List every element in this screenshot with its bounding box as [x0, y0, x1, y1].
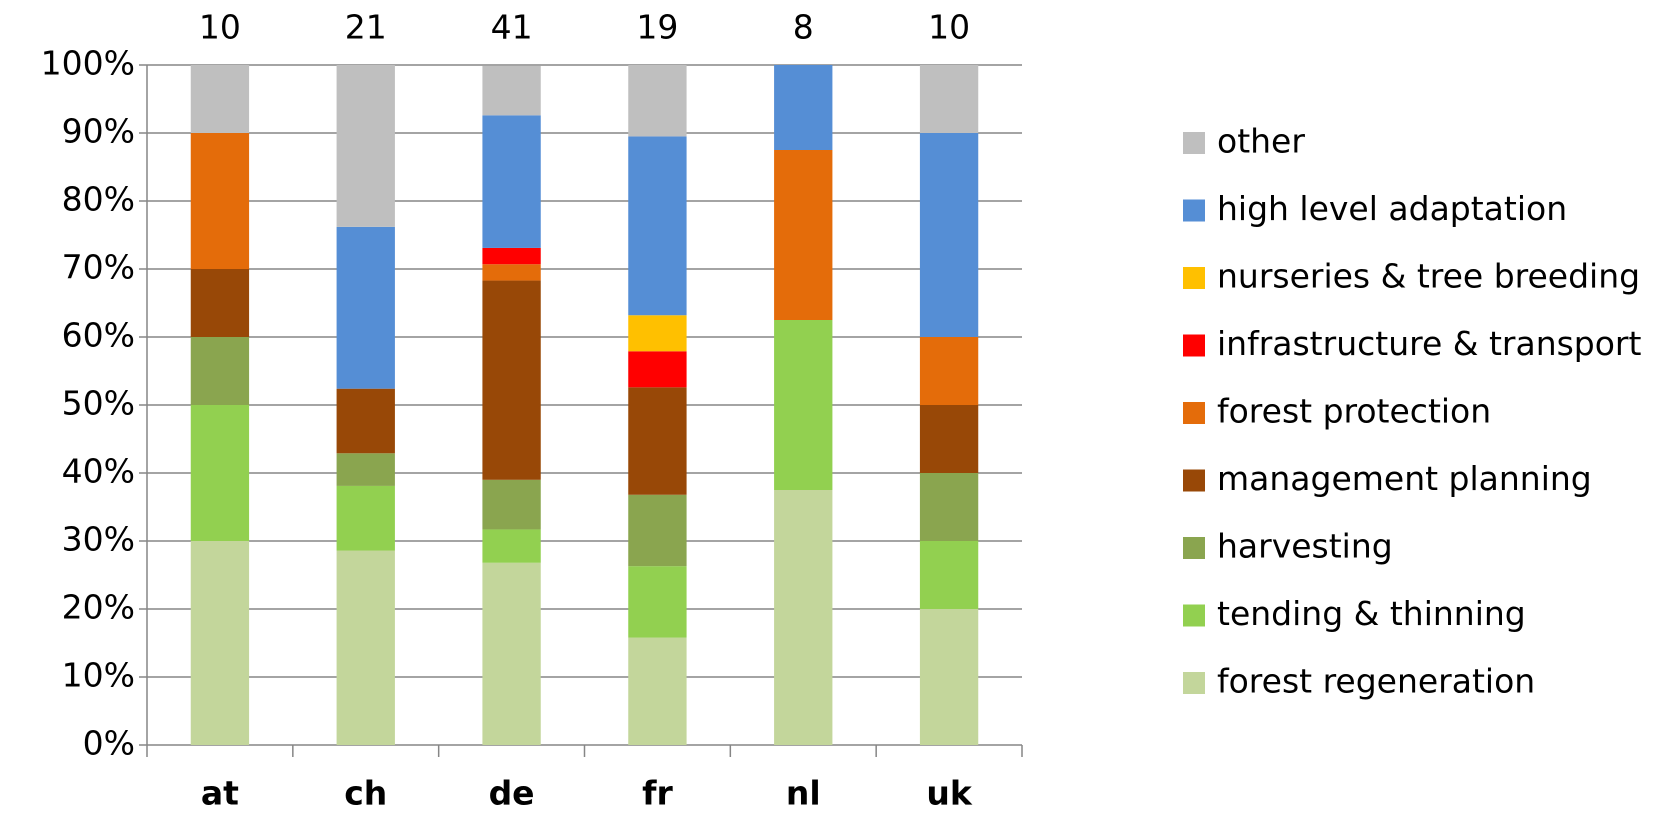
bar-segment: [190, 337, 250, 405]
bar-segment: [774, 490, 833, 745]
top-label: 10: [199, 8, 241, 47]
bar-segment: [190, 541, 250, 745]
bar-segment: [774, 320, 833, 490]
legend-swatch: [1183, 132, 1205, 154]
legend-label: harvesting: [1217, 527, 1393, 566]
y-tick-label: 80%: [62, 180, 135, 219]
top-label: 19: [636, 8, 678, 47]
bar-segment: [336, 226, 395, 389]
legend-label: management planning: [1217, 459, 1592, 498]
bar-segment: [482, 529, 541, 563]
x-tick-label: fr: [642, 774, 673, 813]
bar-segment: [190, 65, 250, 133]
x-tick-label: ch: [344, 774, 387, 813]
legend-label: nurseries & tree breeding: [1217, 257, 1640, 296]
bar-segment: [628, 136, 687, 316]
legend-swatch: [1183, 402, 1205, 424]
bar-segment: [628, 351, 687, 388]
bar-segment: [774, 150, 833, 320]
bar-segment: [190, 269, 250, 337]
legend-swatch: [1183, 469, 1205, 492]
top-label: 21: [345, 8, 387, 47]
top-label: 8: [793, 8, 814, 47]
bar-segment: [919, 405, 979, 473]
x-tick-label: at: [201, 774, 239, 813]
bar-segment: [482, 264, 541, 281]
y-tick-label: 100%: [41, 44, 135, 83]
legend-swatch: [1183, 267, 1205, 289]
bar-segment: [628, 637, 687, 745]
y-tick-label: 60%: [62, 316, 135, 355]
y-tick-label: 10%: [62, 656, 135, 695]
bar-segment: [190, 405, 250, 541]
legend-swatch: [1183, 672, 1205, 694]
top-label: 10: [928, 8, 970, 47]
bar-segment: [919, 541, 979, 609]
bar-segment: [482, 280, 541, 480]
y-tick-label: 70%: [62, 248, 135, 287]
legend-label: forest protection: [1217, 392, 1491, 431]
y-tick-label: 50%: [62, 384, 135, 423]
bar-segment: [919, 609, 979, 745]
bar-segment: [190, 133, 250, 269]
y-tick-label: 20%: [62, 588, 135, 627]
bar-segment: [774, 65, 833, 150]
bar-segment: [482, 562, 541, 745]
bar-segment: [336, 388, 395, 454]
bar-segment: [482, 115, 541, 248]
legend-label: tending & thinning: [1217, 594, 1526, 633]
x-tick-label: uk: [926, 774, 972, 813]
bar-segment: [336, 65, 395, 227]
legend-label: infrastructure & transport: [1217, 324, 1642, 363]
bar-segment: [919, 473, 979, 541]
x-tick-label: de: [489, 774, 535, 813]
bar-segment: [919, 133, 979, 337]
bar-segment: [482, 479, 541, 530]
legend-swatch: [1183, 604, 1205, 627]
legend-swatch: [1183, 334, 1205, 357]
y-tick-label: 40%: [62, 452, 135, 491]
bar-segment: [628, 387, 687, 495]
y-tick-label: 0%: [83, 724, 135, 763]
bar-segment: [336, 453, 395, 486]
bar-segment: [336, 485, 395, 551]
legend-label: high level adaptation: [1217, 189, 1567, 228]
top-label: 41: [491, 8, 533, 47]
bar-segment: [336, 550, 395, 745]
bar-segment: [628, 494, 687, 567]
legend-label: other: [1217, 122, 1305, 161]
bar-segment: [919, 65, 979, 133]
y-tick-label: 90%: [62, 112, 135, 151]
legend-swatch: [1183, 199, 1205, 222]
legend-label: forest regeneration: [1217, 662, 1535, 701]
x-tick-label: nl: [786, 774, 821, 813]
legend-swatch: [1183, 537, 1205, 559]
y-tick-label: 30%: [62, 520, 135, 559]
bar-segment: [628, 65, 687, 137]
bar-segment: [628, 566, 687, 638]
bar-segment: [628, 315, 687, 352]
bar-segment: [482, 247, 541, 265]
bar-segment: [482, 65, 541, 116]
bar-segment: [919, 337, 979, 405]
